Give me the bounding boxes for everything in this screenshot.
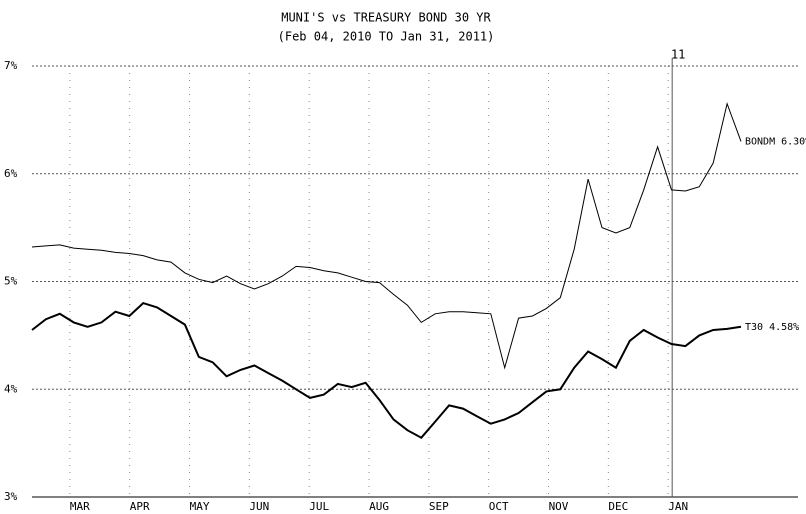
series-line bbox=[31, 101, 742, 370]
x-tick-label: MAY bbox=[190, 500, 210, 513]
series-end-label: T30 4.58% bbox=[745, 322, 799, 333]
x-tick-label: SEP bbox=[429, 500, 449, 513]
y-tick-label: 4% bbox=[4, 382, 18, 395]
series-line bbox=[31, 301, 742, 439]
x-tick-label: JAN bbox=[668, 500, 688, 513]
x-tick-label: JUN bbox=[249, 500, 269, 513]
y-tick-label: 7% bbox=[4, 59, 18, 72]
year-label: 11 bbox=[671, 48, 685, 62]
y-tick-label: 6% bbox=[4, 167, 18, 180]
x-tick-label: AUG bbox=[369, 500, 389, 513]
x-tick-label: JUL bbox=[309, 500, 329, 513]
x-tick-label: OCT bbox=[489, 500, 509, 513]
x-tick-label: NOV bbox=[549, 500, 569, 513]
y-tick-label: 5% bbox=[4, 275, 18, 288]
x-tick-label: MAR bbox=[70, 500, 90, 513]
x-tick-label: DEC bbox=[608, 500, 628, 513]
chart-title: MUNI'S vs TREASURY BOND 30 YR bbox=[281, 11, 491, 25]
series-end-label: BONDM 6.30% bbox=[745, 136, 806, 147]
y-tick-label: 3% bbox=[4, 490, 18, 503]
x-tick-label: APR bbox=[130, 500, 150, 513]
chart-subtitle: (Feb 04, 2010 TO Jan 31, 2011) bbox=[278, 30, 495, 44]
